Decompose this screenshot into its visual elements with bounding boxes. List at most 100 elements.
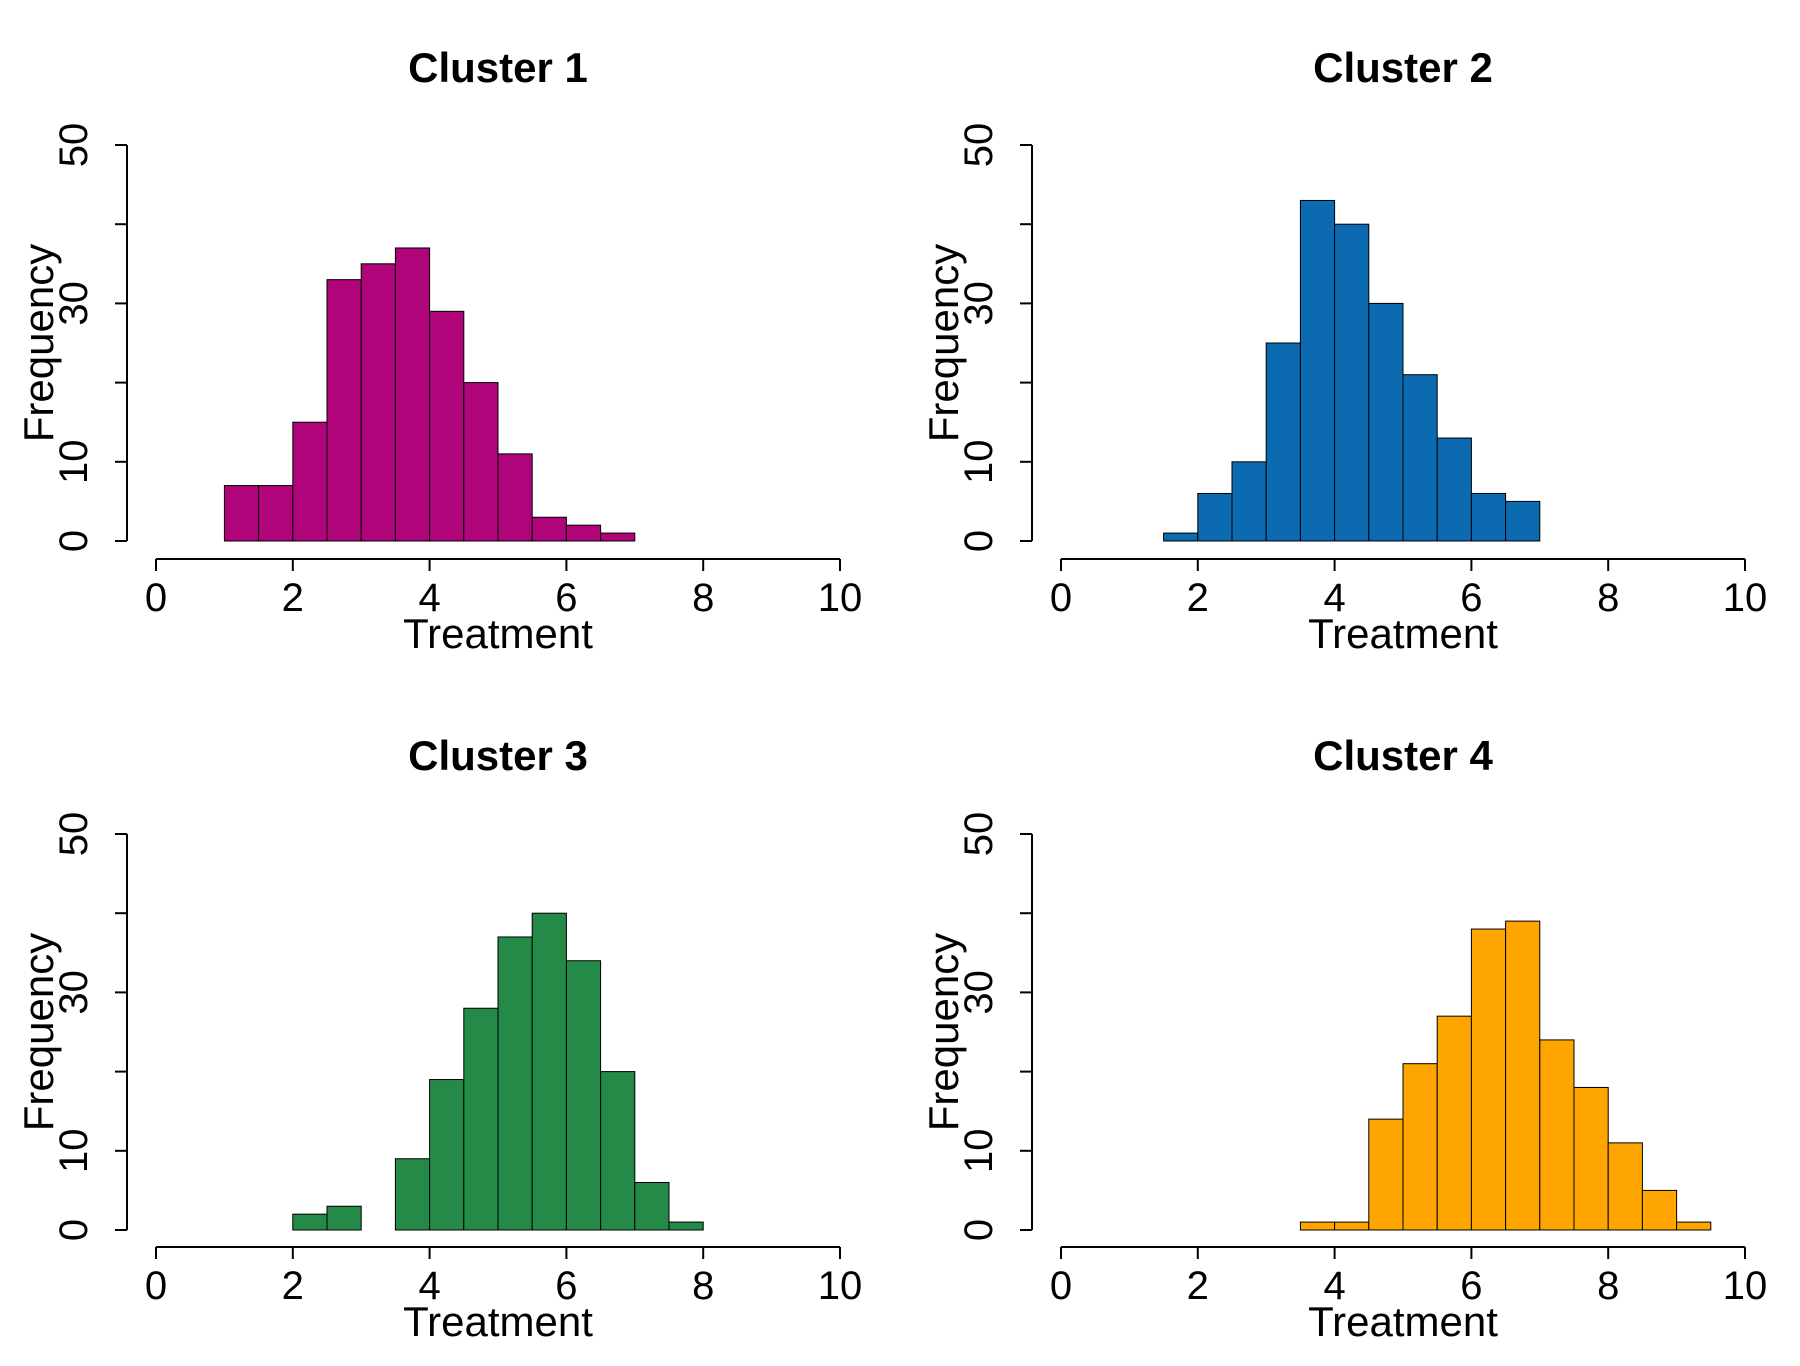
chart-title: Cluster 1 xyxy=(408,44,588,91)
x-tick-label: 4 xyxy=(1323,576,1345,620)
y-tick-label: 0 xyxy=(52,1219,96,1241)
histogram-bar xyxy=(463,382,499,542)
chart-panel-2: Cluster 2 0 2 4 6 8 10 Treatment 0 10 30 50 Frequenc… xyxy=(920,44,1767,657)
x-tick-label: 2 xyxy=(282,576,304,620)
histogram-bar xyxy=(463,1007,499,1231)
x-tick-label: 10 xyxy=(818,576,863,620)
histogram-bar xyxy=(326,279,362,542)
histogram-bar xyxy=(1265,342,1301,542)
x-tick-label: 6 xyxy=(1460,576,1482,620)
x-tick-label: 2 xyxy=(282,1264,304,1308)
x-axis-label: Treatment xyxy=(403,610,593,657)
x-tick-label: 4 xyxy=(418,576,440,620)
histogram-bar xyxy=(1163,532,1199,542)
chart-title: Cluster 4 xyxy=(1313,732,1493,779)
x-tick-label: 2 xyxy=(1187,1264,1209,1308)
histogram-bar xyxy=(429,1079,465,1231)
histogram-bar xyxy=(497,936,533,1231)
x-axis-label: Treatment xyxy=(403,1298,593,1345)
histogram-bar xyxy=(1436,1015,1472,1231)
x-tick-label: 4 xyxy=(418,1264,440,1308)
histogram-bar xyxy=(1436,437,1472,542)
x-tick-label: 0 xyxy=(145,1264,167,1308)
y-tick-label: 10 xyxy=(957,440,1001,485)
histogram-bar xyxy=(1334,223,1370,542)
histogram-bar xyxy=(292,1213,328,1231)
x-tick-label: 6 xyxy=(1460,1264,1482,1308)
histogram-bar xyxy=(292,421,328,542)
x-tick-label: 0 xyxy=(145,576,167,620)
histogram-bar xyxy=(1573,1086,1609,1231)
histogram-bar xyxy=(258,485,294,542)
chart-panel-3: Cluster 3 0 2 4 6 8 10 Treatment 0 10 30 50 Frequenc… xyxy=(15,732,862,1345)
histogram-bar xyxy=(1197,492,1233,542)
y-tick-label: 10 xyxy=(957,1129,1001,1174)
histogram-bar xyxy=(1470,928,1507,1231)
y-axis-label: Frequency xyxy=(920,244,967,442)
y-tick-label: 30 xyxy=(957,281,1001,326)
histogram-bar xyxy=(394,1158,431,1231)
histogram-bar xyxy=(1676,1221,1712,1231)
y-tick-label: 50 xyxy=(52,812,96,857)
histogram-bar xyxy=(600,532,636,542)
histogram-bar xyxy=(360,263,396,542)
y-axis-label: Frequency xyxy=(920,933,967,1131)
y-tick-label: 0 xyxy=(52,530,96,552)
histogram-bar xyxy=(1607,1142,1643,1231)
histogram-bar xyxy=(565,524,602,542)
histogram-bar xyxy=(1539,1039,1575,1231)
histogram-bar xyxy=(1368,302,1404,542)
x-tick-label: 8 xyxy=(1597,1264,1619,1308)
y-tick-label: 0 xyxy=(957,1219,1001,1241)
chart-panel-1: Cluster 1 0 2 4 6 8 10 Treatment 0 10 30 50 Frequenc… xyxy=(15,44,862,657)
histogram-bar xyxy=(1334,1221,1370,1231)
histogram-bar xyxy=(223,485,260,542)
chart-panel-4: Cluster 4 0 2 4 6 8 10 Treatment 0 10 30 50 Frequenc… xyxy=(920,732,1767,1345)
chart-title: Cluster 2 xyxy=(1313,44,1493,91)
histogram-bar xyxy=(531,912,567,1231)
x-axis-label: Treatment xyxy=(1308,610,1498,657)
x-tick-label: 8 xyxy=(692,1264,714,1308)
histogram-bar xyxy=(1505,500,1541,542)
x-tick-label: 6 xyxy=(555,1264,577,1308)
histogram-bar xyxy=(429,310,465,542)
histogram-bar xyxy=(1470,492,1507,542)
y-tick-label: 10 xyxy=(52,440,96,485)
histogram-bar xyxy=(634,1181,670,1231)
histogram-bar xyxy=(1368,1118,1404,1231)
x-tick-label: 6 xyxy=(555,576,577,620)
x-axis-label: Treatment xyxy=(1308,1298,1498,1345)
histogram-bar xyxy=(1299,199,1336,542)
y-axis-label: Frequency xyxy=(15,244,62,442)
histogram-bar xyxy=(1505,920,1541,1231)
y-tick-label: 50 xyxy=(957,123,1001,168)
y-tick-label: 50 xyxy=(957,812,1001,857)
histogram-bar xyxy=(1402,374,1438,542)
y-tick-label: 30 xyxy=(52,970,96,1015)
histogram-bar xyxy=(668,1221,704,1231)
y-tick-label: 30 xyxy=(957,970,1001,1015)
histogram-bar xyxy=(1402,1063,1438,1231)
y-axis-label: Frequency xyxy=(15,933,62,1131)
x-tick-label: 4 xyxy=(1323,1264,1345,1308)
y-tick-label: 10 xyxy=(52,1129,96,1174)
x-tick-label: 0 xyxy=(1050,1264,1072,1308)
histogram-bar xyxy=(394,247,431,542)
histogram-bar xyxy=(600,1071,636,1231)
histogram-bar xyxy=(497,453,533,542)
y-tick-label: 30 xyxy=(52,281,96,326)
histogram-bar xyxy=(565,960,602,1231)
histogram-bar xyxy=(1641,1189,1678,1231)
x-tick-label: 10 xyxy=(1723,576,1768,620)
x-tick-label: 2 xyxy=(1187,576,1209,620)
x-tick-label: 8 xyxy=(692,576,714,620)
x-tick-label: 8 xyxy=(1597,576,1619,620)
histogram-bar xyxy=(531,516,567,542)
x-tick-label: 10 xyxy=(818,1264,863,1308)
y-tick-label: 50 xyxy=(52,123,96,168)
chart-title: Cluster 3 xyxy=(408,732,588,779)
x-tick-label: 10 xyxy=(1723,1264,1768,1308)
histogram-bar xyxy=(326,1205,362,1231)
histogram-bar xyxy=(1299,1221,1336,1231)
